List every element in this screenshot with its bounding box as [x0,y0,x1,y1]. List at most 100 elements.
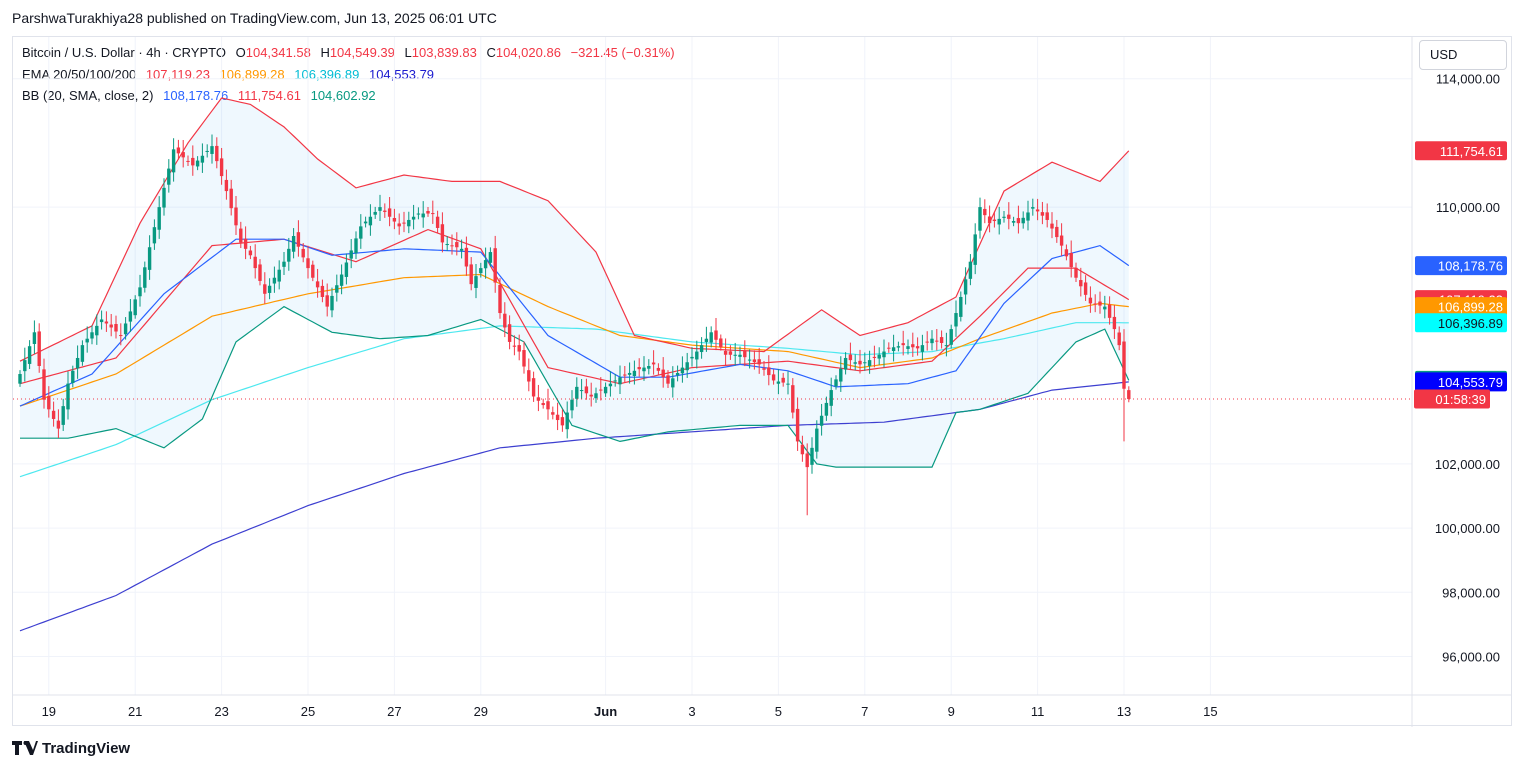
candle-body [191,157,195,166]
candle-body [359,226,363,239]
candle-body [109,324,113,328]
candle-body [575,386,579,399]
candle-body [181,152,185,158]
candle [71,365,75,388]
price-tick-label: 98,000.00 [1442,585,1500,600]
candle [531,371,536,402]
candle [891,334,896,362]
candle-body [392,217,397,222]
candle-body [642,367,646,372]
price-axis-labels: 96,000.00 98,000.00 100,000.00 102,000.00 11… [1435,72,1500,665]
candle [983,199,987,224]
candle-body [66,383,70,410]
candle-body [1002,216,1006,218]
candle-body [930,338,934,344]
candle [157,196,161,239]
bb-upper-value: 111,754.61 [237,88,301,103]
candle-body [723,350,728,355]
candle-body [51,410,56,419]
candle-body [1093,303,1097,305]
candle [32,320,37,354]
candle-body [992,219,997,222]
currency-button[interactable]: USD [1419,40,1507,70]
candle [589,382,593,407]
candle-body [546,401,550,410]
candle [1031,198,1035,216]
candle [80,340,85,366]
candle [522,341,526,374]
price-badge: 111,754.61 [1415,141,1507,161]
candle-body [450,245,454,247]
price-badge-label: 01:58:39 [1435,392,1486,407]
ohlc-l-label: L [404,45,412,60]
symbol-title[interactable]: Bitcoin / U.S. Dollar · 4h · CRYPTO [22,45,226,60]
chart-panel[interactable] [12,36,1512,726]
candle [709,326,713,348]
candle-body [978,207,982,231]
candle-body [1059,235,1064,246]
price-badge-bg [1415,313,1507,333]
candle-body [954,313,958,327]
candle [75,345,80,379]
candle [786,371,790,395]
candle-body [944,345,949,347]
price-tick-label: 100,000.00 [1435,521,1500,536]
candle-body [963,279,968,295]
candle-body [627,372,632,375]
candle [848,342,853,371]
candle [603,382,608,397]
candle [872,345,877,368]
candle [666,370,670,389]
candle-body [344,262,349,277]
candle [330,287,334,318]
candle-body [248,250,253,256]
candle [138,274,142,307]
time-tick-label: 27 [387,704,401,719]
candle [99,310,104,330]
candle-body [536,397,541,401]
candle-body [834,379,838,387]
candle-body [306,258,310,269]
candle [1035,198,1040,221]
candle [109,313,113,337]
candle-body [743,350,747,358]
candle [459,239,464,259]
candle-body [205,150,209,152]
candle-body [555,414,560,421]
candle [95,314,99,345]
candle-body [647,366,651,369]
candle [195,156,200,171]
candle-body [507,324,512,342]
candle-body [565,412,569,430]
candle-body [1021,217,1025,224]
legend-bb-row[interactable]: BB (20, SMA, close, 2) 108,178.76 111,75… [22,88,382,103]
candle-body [810,447,814,465]
time-tick-label: 11 [1031,704,1045,719]
ohlc-open: 104,341.58 [245,45,311,60]
candle-body [1016,218,1021,224]
candle-body [421,213,425,218]
price-badge-bg [1414,389,1490,409]
candle-body [18,374,22,384]
candle-body [387,208,392,217]
candle [776,368,781,395]
ohlc-o-label: O [235,45,246,60]
candle [939,330,944,349]
candle [743,340,747,367]
candle [248,245,253,260]
candle [1050,212,1054,239]
tradingview-footer[interactable]: TradingView [12,740,130,757]
candle [647,359,651,375]
candle [234,195,238,235]
candle [579,379,584,400]
candle-body [867,360,872,366]
candle [287,237,291,271]
candle-body [618,377,622,385]
candle [133,295,137,319]
candle-body [426,210,430,214]
bb-label: BB (20, SMA, close, 2) [22,88,154,103]
candle-body [431,213,435,215]
candle [1117,326,1121,351]
time-tick-label: 25 [301,704,315,719]
candle-body [469,264,473,285]
